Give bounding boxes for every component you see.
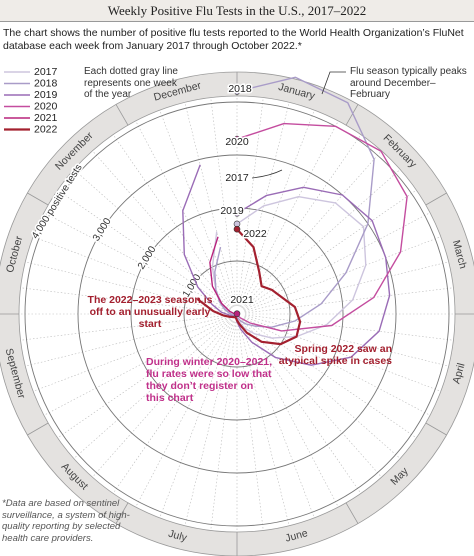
week-spoke: [243, 317, 431, 416]
annotation: Flu season typically peaks around Decemb…: [350, 66, 467, 100]
annotation: The 2022–2023 season is off to an unusua…: [87, 294, 213, 330]
legend-label: 2018: [34, 77, 58, 89]
week-spoke: [20, 314, 230, 341]
week-spoke: [244, 236, 441, 312]
year-label: 2021: [230, 294, 254, 306]
legend-label: 2019: [34, 89, 58, 101]
month-divider: [425, 192, 447, 206]
week-spoke: [73, 169, 232, 309]
month-divider: [27, 192, 49, 206]
grid-ring: [183, 260, 291, 368]
legend-label: 2022: [34, 123, 58, 135]
series-start-dot: [233, 88, 241, 95]
subtitle: The chart shows the number of positive f…: [3, 27, 464, 52]
week-spoke: [244, 315, 449, 367]
chart-title: Weekly Positive Flu Tests in the U.S., 2…: [0, 0, 474, 22]
month-divider: [345, 502, 359, 524]
month-label: June: [284, 527, 309, 545]
week-spoke: [242, 319, 382, 478]
series-start-dot: [233, 135, 241, 143]
week-spoke: [210, 97, 237, 307]
month-label: April: [450, 362, 467, 385]
week-spoke: [20, 287, 230, 314]
week-spoke: [57, 189, 231, 310]
grid-ring: [130, 207, 344, 421]
week-spoke: [25, 261, 230, 313]
week-spoke: [244, 314, 454, 341]
month-label: July: [167, 528, 189, 545]
week-spoke: [242, 150, 382, 309]
week-spoke: [239, 110, 315, 307]
week-spoke: [244, 261, 449, 313]
week-spoke: [159, 321, 235, 518]
ring-label: 3,000: [91, 216, 114, 243]
week-spoke: [92, 150, 232, 309]
week-spoke: [43, 212, 231, 311]
legend-label: 2020: [34, 100, 58, 112]
week-spoke: [241, 320, 362, 494]
pointer: [321, 71, 346, 95]
series-line: [214, 76, 375, 328]
week-spoke: [135, 320, 234, 508]
month-divider: [425, 422, 447, 436]
pointer: [251, 169, 283, 179]
week-spoke: [238, 321, 290, 526]
week-spoke: [242, 169, 401, 309]
week-spoke: [73, 319, 232, 459]
series-start-dot: [233, 210, 241, 217]
annotation: Spring 2022 saw an atypical spike in cas…: [278, 343, 392, 367]
month-divider: [27, 422, 49, 436]
annotation: During winter 2020–2021, flu rates were …: [146, 356, 273, 404]
week-spoke: [243, 189, 417, 310]
year-label: 2017: [225, 172, 249, 184]
legend-label: 2021: [34, 112, 58, 124]
series-start-dot: [233, 225, 241, 233]
grid-ring: [24, 101, 450, 527]
week-spoke: [241, 134, 362, 308]
footnote: *Data are based on sentinel surveillance…: [2, 498, 130, 544]
year-label: 2018: [228, 83, 252, 95]
year-label: 2020: [225, 136, 249, 148]
week-spoke: [112, 134, 233, 308]
year-label: 2019: [220, 205, 244, 217]
week-spoke: [244, 287, 454, 314]
week-spoke: [43, 317, 231, 416]
week-spoke: [237, 321, 264, 531]
week-spoke: [33, 236, 230, 312]
week-spoke: [92, 319, 232, 478]
annotation: Each dotted gray line represents one wee…: [84, 66, 178, 100]
week-spoke: [243, 212, 431, 311]
grid-ring: [77, 154, 397, 474]
week-spoke: [135, 120, 234, 308]
month-divider: [115, 502, 129, 524]
legend-label: 2017: [34, 66, 58, 78]
series-line: [182, 164, 391, 366]
year-label: 2022: [243, 228, 267, 240]
week-spoke: [184, 321, 236, 526]
month-divider: [345, 104, 359, 126]
series-start-dot: [233, 310, 241, 318]
week-spoke: [184, 102, 236, 307]
week-spoke: [159, 110, 235, 307]
week-spoke: [240, 120, 339, 308]
week-spoke: [112, 320, 233, 494]
series-line: [196, 228, 302, 346]
week-spoke: [57, 318, 231, 439]
week-spoke: [33, 316, 230, 392]
month-divider: [115, 104, 129, 126]
week-spoke: [25, 315, 230, 367]
week-spoke: [239, 321, 315, 518]
week-spoke: [238, 102, 290, 307]
week-spoke: [210, 321, 237, 531]
week-spoke: [240, 320, 339, 508]
